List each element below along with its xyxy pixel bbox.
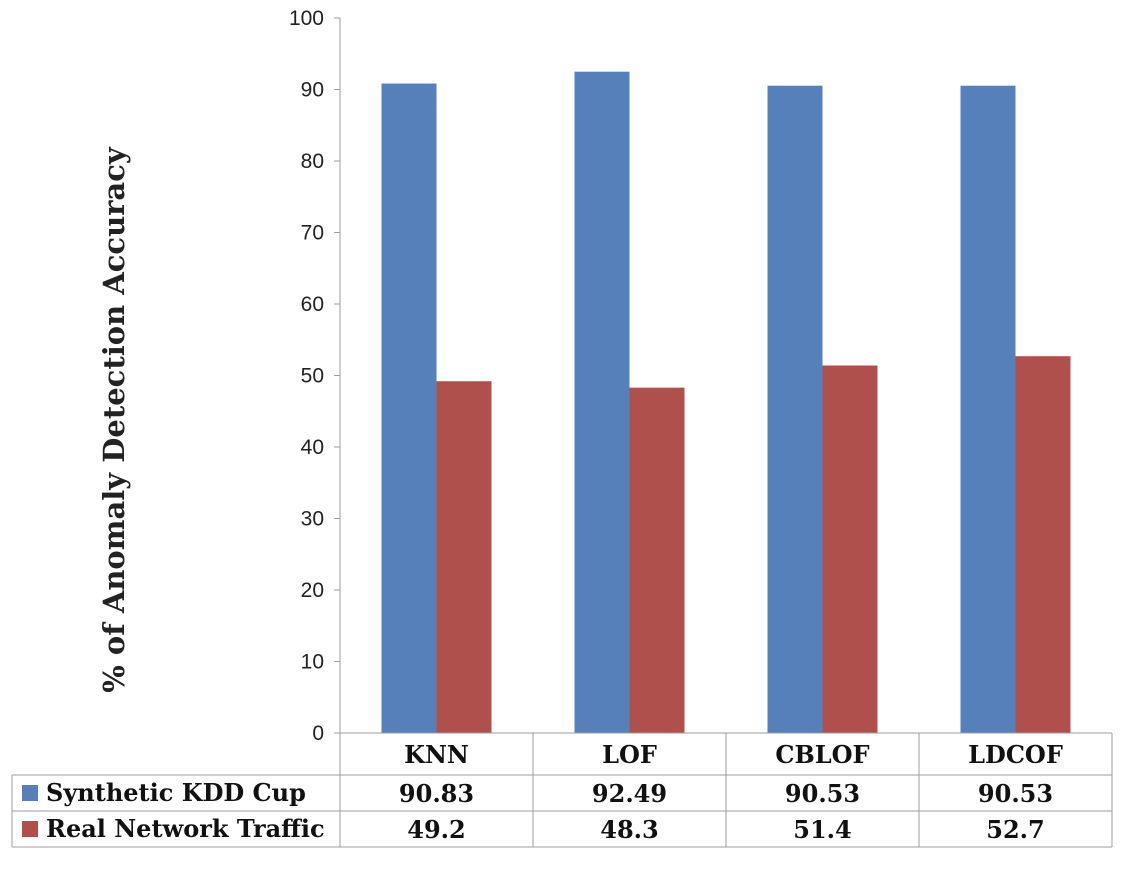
y-tick-label: 90: [301, 79, 324, 102]
x-category-label: KNN: [404, 740, 469, 769]
x-category-label: CBLOF: [775, 740, 869, 769]
y-tick-label: 20: [301, 579, 324, 602]
x-category-label: LOF: [602, 740, 657, 769]
bar-cblof-series-2: [822, 365, 878, 733]
y-axis: 0 10 20 30 40 50 60 70 80 90 100: [289, 7, 341, 745]
y-tick-label: 70: [301, 222, 324, 245]
bar-ldcof-series-2: [1015, 356, 1071, 733]
y-tick-label: 60: [301, 293, 324, 316]
y-axis-title: % of Anomaly Detection Accuracy: [97, 146, 131, 693]
y-tick-label: 50: [301, 365, 324, 388]
bar-lof-series-1: [574, 71, 630, 733]
data-label: 90.53: [978, 779, 1053, 808]
bar-lof-series-2: [629, 387, 685, 733]
data-label: 92.49: [592, 779, 667, 808]
x-category-label: LDCOF: [968, 740, 1063, 769]
y-tick-label: 30: [301, 508, 324, 531]
data-label: 52.7: [986, 815, 1044, 844]
bar-cblof-series-1: [767, 85, 823, 733]
bar-ldcof-series-1: [960, 85, 1016, 733]
legend-series-name: Synthetic KDD Cup: [46, 778, 306, 807]
bar-knn-series-2: [436, 381, 492, 733]
y-tick-label: 0: [312, 722, 324, 745]
data-label: 90.53: [785, 779, 860, 808]
legend-series-name: Real Network Traffic: [46, 814, 325, 843]
data-label: 49.2: [407, 815, 465, 844]
bars: [381, 71, 1071, 734]
data-label: 48.3: [600, 815, 658, 844]
y-tick-label: 40: [301, 436, 324, 459]
y-tick-label: 10: [301, 651, 324, 674]
data-label: 51.4: [793, 815, 851, 844]
data-label: 90.83: [399, 779, 474, 808]
legend-swatch: [22, 785, 38, 801]
legend-swatch: [22, 821, 38, 837]
data-table: KNN LOF CBLOF LDCOF Synthetic KDD Cup 90.83 92…: [11, 732, 1113, 848]
bar-knn-series-1: [381, 83, 437, 734]
y-tick-label: 100: [289, 7, 324, 30]
y-tick-label: 80: [301, 150, 324, 173]
